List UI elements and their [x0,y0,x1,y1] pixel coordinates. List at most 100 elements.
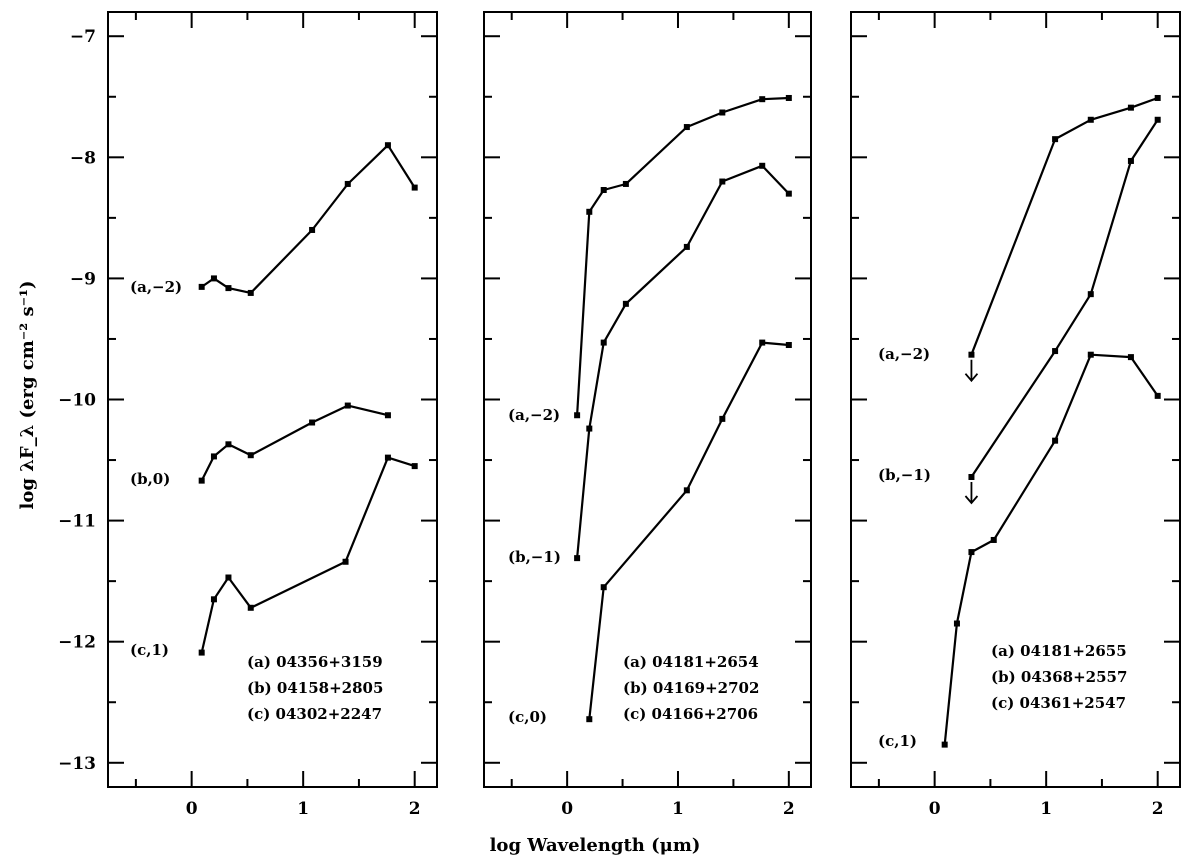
legend-entry: (c) 04166+2706 [623,705,758,723]
data-point [941,741,948,748]
data-point [622,180,629,187]
series-a: (a,−2) [508,94,792,424]
data-point [1087,291,1094,298]
data-point [683,124,690,131]
y-axis-title: log λF_λ (erg cm⁻² s⁻¹) [17,281,38,510]
x-tick-label: 0 [929,799,941,819]
legend-entry: (a) 04356+3159 [247,653,383,671]
data-point [968,549,975,556]
data-point [759,162,766,169]
data-point [210,275,217,282]
data-point [683,487,690,494]
data-point [953,620,960,627]
series-line [201,144,416,294]
data-point [411,463,418,470]
series-offset-label: (c,1) [878,732,917,750]
data-point [574,412,581,419]
data-point [384,412,391,419]
data-point [309,419,316,426]
x-tick-label: 1 [297,799,309,819]
legend-entry: (c) 04361+2547 [991,694,1126,712]
panel-1: 0 1 2 −7 −8 −9 −10 −11 −12 −13 (a,−2) (b,0) (c,1) (a)… [58,11,438,819]
data-point [1127,157,1134,164]
data-point [1052,348,1059,355]
x-tick-label: 2 [783,799,795,819]
series-b: (b,0) [130,402,391,488]
series-offset-label: (b,0) [130,470,170,488]
y-tick-label: −12 [58,633,96,653]
x-tick-label: 1 [672,799,684,819]
data-point [1127,354,1134,361]
data-point [600,584,607,591]
data-point [225,574,232,581]
data-point [759,96,766,103]
data-point [344,180,351,187]
data-point [968,351,975,358]
data-point [384,454,391,461]
data-point [198,283,205,290]
x-axis-title: log Wavelength (μm) [490,835,701,856]
panels: 0 1 2 −7 −8 −9 −10 −11 −12 −13 (a,−2) (b,0) (c,1) (a)… [58,11,1181,819]
series-line [576,164,790,559]
data-point [411,184,418,191]
data-point [719,109,726,116]
data-point [600,339,607,346]
panel-3: 0 1 2 (a,−2) (b,−1) (c,1) (a) 04181+2655 (b) 04… [850,11,1181,819]
data-point [1087,116,1094,123]
y-tick-label: −7 [70,27,96,47]
data-point [210,453,217,460]
x-tick-label: 1 [1040,799,1052,819]
data-point [1052,136,1059,143]
y-tick-label: −9 [70,269,96,289]
panel-2: 0 1 2 (a,−2) (b,−1) (c,0) (a) 04181+2654 (b) 04… [483,11,812,819]
x-tick-label: 2 [1152,799,1164,819]
data-point [309,226,316,233]
series-offset-label: (a,−2) [508,406,560,424]
data-point [225,441,232,448]
series-c: (c,1) [130,454,418,659]
series-offset-label: (c,1) [130,641,169,659]
data-point [1154,94,1161,101]
data-point [1087,351,1094,358]
legend-entry: (b) 04368+2557 [991,668,1127,686]
y-tick-label: −8 [70,148,96,168]
data-point [342,558,349,565]
series-line [970,119,1159,478]
y-tick-label: −11 [58,512,96,532]
upper-limit-arrow [964,482,979,505]
series-b: (b,−1) [508,162,792,566]
series-offset-label: (b,−1) [508,548,561,566]
legend-entry: (c) 04302+2247 [247,705,382,723]
data-point [1052,437,1059,444]
series-c: (c,0) [508,339,792,726]
data-point [759,339,766,346]
series-offset-label: (a,−2) [878,345,930,363]
y-tick-label: −13 [58,754,96,774]
series-a: (a,−2) [130,142,418,296]
series-b: (b,−1) [878,116,1161,505]
series-c: (c,1) [878,351,1161,750]
series-offset-label: (c,0) [508,708,547,726]
data-point [247,289,254,296]
data-point [719,178,726,185]
data-point [210,596,217,603]
series-a: (a,−2) [878,94,1161,383]
data-point [586,208,593,215]
data-point [719,415,726,422]
data-point [622,300,629,307]
data-point [247,452,254,459]
data-point [574,555,581,562]
x-tick-label: 2 [409,799,421,819]
data-point [344,402,351,409]
data-point [785,190,792,197]
data-point [198,477,205,484]
legend-entry: (a) 04181+2655 [991,642,1127,660]
data-point [968,474,975,480]
data-point [600,187,607,194]
data-point [1127,104,1134,111]
data-point [990,536,997,543]
data-point [225,285,232,292]
legend-entry: (a) 04181+2654 [623,653,759,671]
y-tick-label: −10 [58,391,96,411]
